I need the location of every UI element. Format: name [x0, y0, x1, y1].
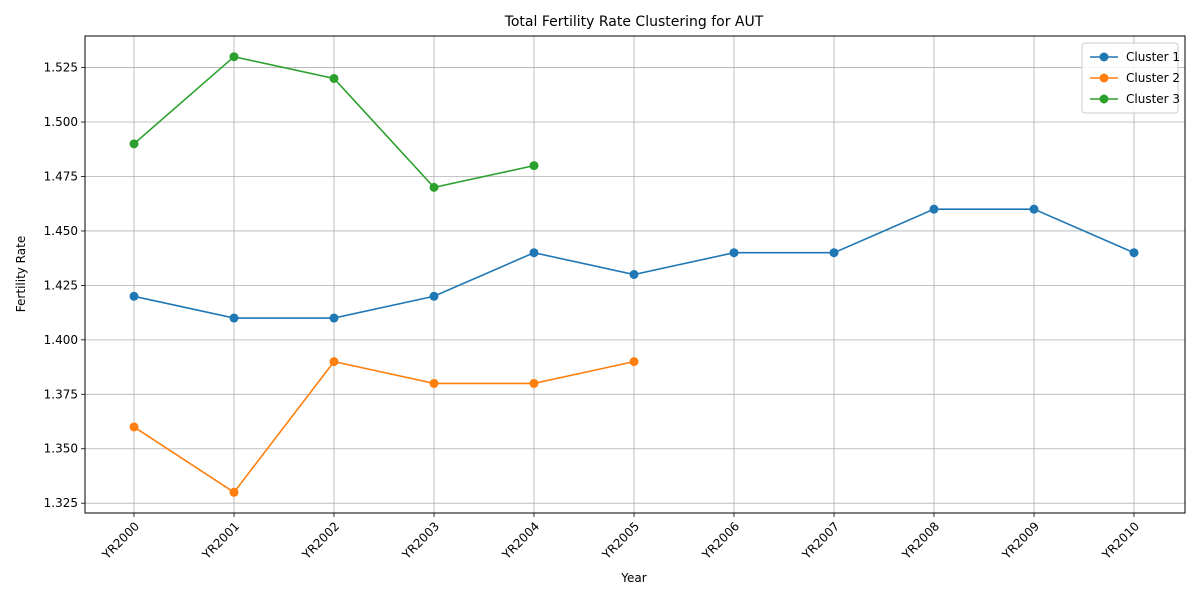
legend-marker — [1099, 73, 1109, 83]
x-tick-label: YR2001 — [199, 519, 242, 562]
x-tick-label: YR2006 — [699, 519, 742, 562]
data-point — [729, 248, 739, 258]
legend-label: Cluster 1 — [1126, 50, 1180, 64]
x-tick-label: YR2008 — [899, 519, 942, 562]
y-tick-label: 1.450 — [44, 224, 78, 238]
data-point — [1129, 248, 1139, 258]
y-tick-label: 1.325 — [44, 496, 78, 510]
x-tick-label: YR2010 — [1099, 519, 1142, 562]
data-point — [429, 291, 439, 301]
data-point — [329, 73, 339, 83]
y-tick-label: 1.500 — [44, 115, 78, 129]
data-point — [229, 52, 239, 62]
data-point — [829, 248, 839, 258]
data-point — [529, 378, 539, 388]
data-point — [929, 204, 939, 214]
legend-label: Cluster 2 — [1126, 71, 1180, 85]
data-point — [129, 291, 139, 301]
legend-item: Cluster 1 — [1090, 50, 1180, 64]
legend: Cluster 1 Cluster 2 Cluster 3 — [1081, 42, 1180, 114]
y-tick-label: 1.475 — [44, 169, 78, 183]
data-point — [329, 357, 339, 367]
legend-marker — [1099, 52, 1109, 62]
series-group — [129, 52, 1139, 497]
x-tick-label: YR2004 — [499, 519, 542, 562]
data-point — [229, 313, 239, 323]
x-axis: YR2000 YR2001 YR2002 YR2003 YR2004 YR2005 YR20… — [99, 513, 1142, 563]
legend-item: Cluster 2 — [1090, 71, 1180, 85]
data-point — [129, 422, 139, 432]
grid — [85, 36, 1185, 513]
legend-item: Cluster 3 — [1090, 92, 1180, 106]
legend-label: Cluster 3 — [1126, 92, 1180, 106]
y-tick-label: 1.350 — [44, 442, 78, 456]
x-tick-label: YR2002 — [299, 519, 342, 562]
series-1 — [129, 204, 1139, 323]
data-point — [529, 248, 539, 258]
y-tick-label: 1.525 — [44, 61, 78, 75]
series-2 — [129, 357, 639, 497]
y-axis-label: Fertility Rate — [14, 236, 28, 312]
plot-frame — [84, 35, 1186, 514]
x-tick-label: YR2009 — [999, 519, 1042, 562]
data-point — [329, 313, 339, 323]
data-point — [629, 357, 639, 367]
data-point — [1029, 204, 1039, 214]
data-point — [429, 378, 439, 388]
x-tick-label: YR2000 — [99, 519, 142, 562]
x-tick-label: YR2005 — [599, 519, 642, 562]
data-point — [229, 487, 239, 497]
x-axis-label: Year — [620, 571, 646, 585]
y-tick-label: 1.375 — [44, 387, 78, 401]
series-line — [133, 360, 635, 494]
data-point — [129, 139, 139, 149]
y-tick-label: 1.425 — [44, 278, 78, 292]
data-point — [529, 161, 539, 171]
x-tick-label: YR2003 — [399, 519, 442, 562]
series-3 — [129, 52, 539, 192]
chart-title: Total Fertility Rate Clustering for AUT — [504, 14, 764, 30]
y-tick-label: 1.400 — [44, 333, 78, 347]
y-axis: 1.325 1.350 1.375 1.400 1.425 1.450 1.475 1.500… — [44, 61, 85, 510]
x-tick-label: YR2007 — [799, 519, 842, 562]
data-point — [429, 182, 439, 192]
data-point — [629, 270, 639, 279]
legend-marker — [1099, 94, 1109, 104]
